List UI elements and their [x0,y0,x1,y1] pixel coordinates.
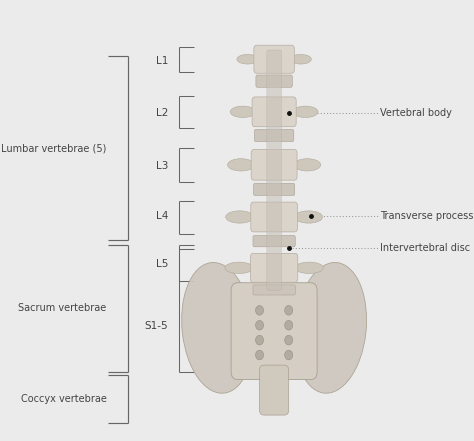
Text: L4: L4 [156,211,168,221]
FancyBboxPatch shape [254,45,294,73]
Text: Coccyx vertebrae: Coccyx vertebrae [21,394,107,404]
FancyBboxPatch shape [253,285,296,296]
Text: Vertebral body: Vertebral body [380,108,452,118]
FancyBboxPatch shape [267,50,282,290]
Circle shape [255,306,264,315]
Ellipse shape [225,262,253,273]
Text: S1-5: S1-5 [145,321,168,331]
FancyBboxPatch shape [250,254,298,282]
Text: Sacrum vertebrae: Sacrum vertebrae [18,303,107,313]
FancyBboxPatch shape [231,283,317,380]
Ellipse shape [295,211,322,223]
FancyBboxPatch shape [254,183,295,195]
Text: L2: L2 [156,108,168,118]
Circle shape [285,306,293,315]
Circle shape [285,321,293,330]
Ellipse shape [237,54,258,64]
Ellipse shape [294,159,320,171]
Text: L5: L5 [156,259,168,269]
FancyBboxPatch shape [253,285,295,295]
FancyBboxPatch shape [253,235,295,247]
Ellipse shape [228,159,255,171]
Ellipse shape [295,262,366,393]
Circle shape [255,350,264,360]
FancyBboxPatch shape [260,365,289,415]
Ellipse shape [293,106,318,117]
Circle shape [255,335,264,345]
FancyBboxPatch shape [255,129,294,142]
Ellipse shape [226,211,254,223]
Ellipse shape [290,54,311,64]
Text: Transverse process: Transverse process [380,211,473,221]
FancyBboxPatch shape [252,97,296,127]
Circle shape [285,350,293,360]
FancyBboxPatch shape [251,149,297,180]
Text: L1: L1 [156,56,168,66]
FancyBboxPatch shape [256,75,292,87]
Ellipse shape [230,106,255,117]
Text: L3: L3 [156,161,168,171]
FancyBboxPatch shape [251,202,297,232]
Ellipse shape [295,262,323,273]
Circle shape [255,321,264,330]
Ellipse shape [182,262,254,393]
Text: Intervertebral disc: Intervertebral disc [380,243,470,253]
Text: Lumbar vertebrae (5): Lumbar vertebrae (5) [1,143,107,153]
Circle shape [285,335,293,345]
